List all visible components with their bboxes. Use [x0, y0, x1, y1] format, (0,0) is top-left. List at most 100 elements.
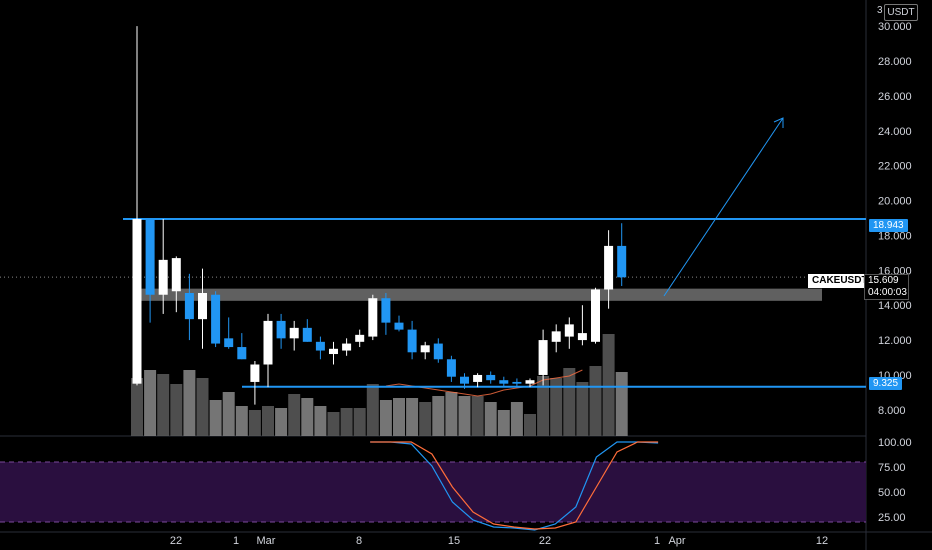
candle-body [211, 294, 221, 344]
volume-bar [235, 406, 248, 436]
candle-body [407, 329, 417, 353]
candle-body [329, 348, 338, 355]
volume-bar [524, 414, 536, 436]
last-price: 15.609 [868, 275, 899, 286]
oscillator-tick-label: 50.00 [878, 487, 906, 499]
candle-body [551, 331, 561, 342]
candle-body [263, 320, 273, 365]
volume-bar [419, 402, 432, 436]
time-tick-label: 15 [448, 535, 460, 547]
last-price-tag: 15.609 04:00:03 [864, 274, 909, 300]
time-tick-label: 1 [654, 535, 660, 547]
volume-bar [432, 396, 445, 436]
candle-body [446, 359, 456, 377]
price-tick-label: 24.000 [878, 126, 912, 138]
volume-bar [314, 406, 327, 436]
price-tick-label: 22.000 [878, 161, 912, 173]
volume-bar [550, 378, 563, 436]
candle-body [577, 333, 587, 341]
currency-button[interactable]: USDT [884, 4, 918, 21]
volume-bar [131, 378, 143, 436]
price-tick-label: 18.000 [878, 230, 912, 242]
price-tick-label: 14.000 [878, 300, 912, 312]
time-tick-label: 22 [539, 535, 551, 547]
candle-body [538, 340, 548, 375]
price-axis-cut-label: 3 [877, 5, 883, 16]
candle-body [355, 334, 365, 342]
candle-body [302, 327, 312, 342]
price-tick-label: 8.000 [878, 405, 906, 417]
volume-bar [275, 408, 288, 436]
volume-bar [379, 400, 392, 436]
range-box [137, 288, 822, 301]
candle-body [171, 258, 181, 292]
volume-bar [196, 378, 209, 436]
oscillator-k-line [370, 441, 659, 531]
candle-body [198, 292, 207, 320]
projection-arrow-line [663, 117, 784, 297]
volume-bar [615, 372, 628, 436]
volume-bar [510, 402, 523, 436]
candle-body [289, 327, 299, 339]
candle-body [394, 322, 404, 330]
price-tick-label: 30.000 [878, 21, 912, 33]
symbol-tag: CAKEUSDT [808, 274, 872, 288]
volume-bar [353, 408, 366, 436]
volume-bar [209, 400, 222, 436]
candle-body [132, 219, 142, 384]
candle-body [145, 219, 155, 295]
time-tick-label: 22 [170, 535, 182, 547]
oscillator-tick-label: 75.00 [878, 462, 906, 474]
volume-bar [537, 376, 550, 436]
volume-bar [393, 398, 405, 436]
volume-bar [222, 392, 235, 436]
candle-body [420, 345, 430, 353]
candle-body [184, 292, 194, 320]
resistance-price-label: 18.943 [869, 219, 908, 232]
volume-bar [366, 384, 379, 436]
volume-bar [262, 406, 274, 436]
candle-body [158, 259, 168, 295]
volume-bar [248, 410, 261, 436]
volume-bar [471, 396, 484, 436]
volume-bar [170, 384, 183, 436]
projection-arrow-head [773, 117, 784, 128]
time-tick-label: 12 [816, 535, 828, 547]
volume-bar [406, 398, 419, 436]
price-tick-label: 28.000 [878, 56, 912, 68]
volume-bar [497, 410, 510, 436]
candle-body [381, 298, 391, 323]
volume-bar [458, 396, 471, 436]
price-tick-label: 12.000 [878, 335, 912, 347]
candle-body [617, 245, 627, 278]
volume-bar [157, 374, 170, 436]
candle-body [499, 380, 509, 384]
volume-bar [602, 334, 615, 436]
oscillator-tick-label: 100.00 [878, 437, 912, 449]
candle-body [250, 364, 260, 382]
volume-bar [288, 394, 301, 436]
candle-body [315, 341, 325, 351]
time-tick-label: Apr [668, 535, 685, 547]
volume-bar [340, 408, 353, 436]
volume-bar [445, 392, 458, 436]
candle-body [512, 381, 522, 384]
support-price-label: 9.325 [869, 377, 903, 390]
time-tick-label: 8 [356, 535, 362, 547]
volume-bar [484, 402, 497, 436]
candle-body [473, 374, 483, 382]
candle-body [237, 347, 247, 360]
volume-bar [576, 382, 589, 436]
candle-body [564, 324, 574, 337]
bar-countdown: 04:00:03 [868, 287, 907, 298]
price-tick-label: 26.000 [878, 91, 912, 103]
candle-body [525, 380, 535, 384]
oscillator-tick-label: 25.00 [878, 512, 906, 524]
time-tick-label: 1 [233, 535, 239, 547]
candle-body [460, 376, 469, 384]
volume-bar [144, 370, 157, 436]
time-tick-label: Mar [257, 535, 276, 547]
volume-bar [183, 370, 196, 436]
candle-body [342, 343, 352, 351]
